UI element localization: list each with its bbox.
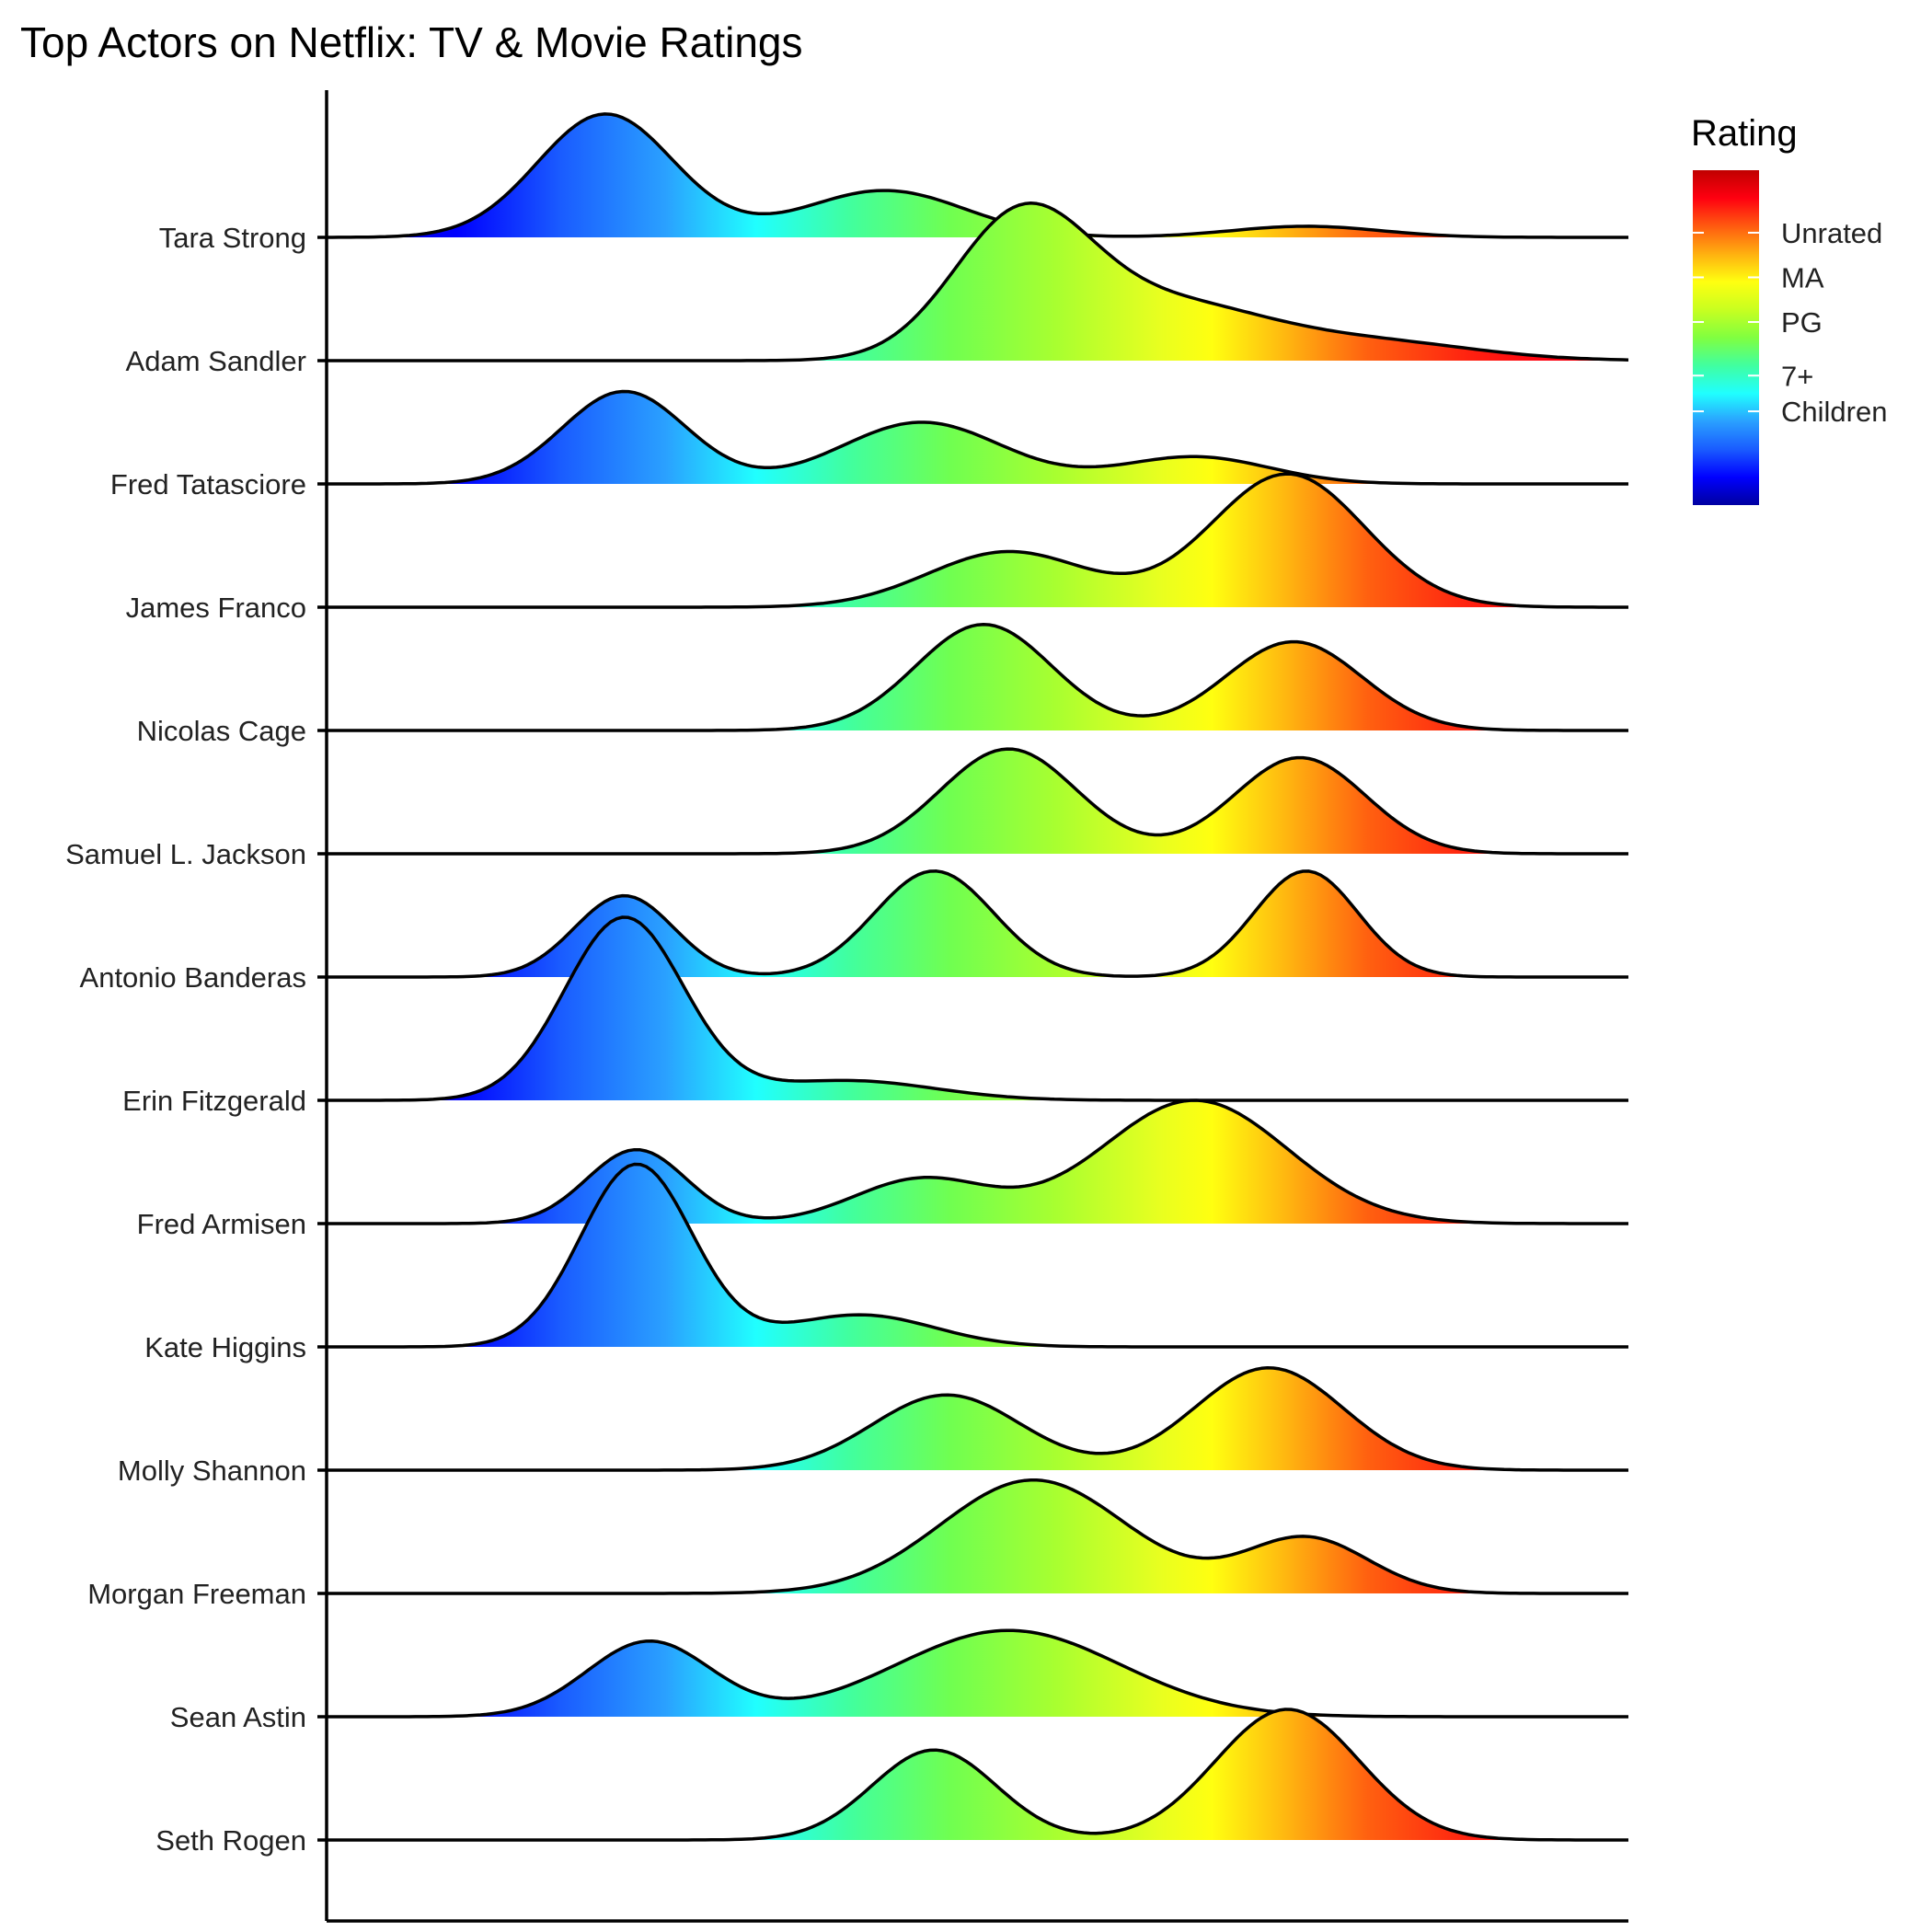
ridge-fill — [327, 1630, 1628, 1717]
ridge-outline — [327, 747, 1628, 856]
legend-label: 7+ — [1781, 360, 1813, 392]
y-tick-label: Erin Fitzgerald — [122, 1085, 306, 1117]
y-tick-label: Kate Higgins — [144, 1331, 306, 1363]
y-tick-label: Samuel L. Jackson — [65, 838, 306, 870]
y-tick-label: Nicolas Cage — [137, 715, 306, 747]
ridge-outline — [327, 915, 1628, 1102]
ridge-outline — [327, 1098, 1628, 1225]
ridge-fill — [327, 1479, 1628, 1593]
legend-label: Unrated — [1781, 217, 1882, 249]
y-axis-labels: Tara Strong Adam Sandler Fred Tatasciore Ja… — [65, 222, 327, 1857]
ridge-fill — [327, 113, 1628, 238]
ridge-outline — [327, 1628, 1628, 1719]
ridge-outline — [327, 1708, 1628, 1842]
y-tick-label: Fred Armisen — [137, 1208, 306, 1240]
ridge-outline — [327, 201, 1629, 362]
y-tick-label: Adam Sandler — [126, 345, 306, 377]
ridges-layer — [327, 112, 1629, 1842]
ridge-fill — [327, 1164, 1628, 1347]
ridge-fill — [327, 391, 1628, 484]
legend-colorbar — [1693, 170, 1759, 505]
legend-title: Rating — [1691, 113, 1798, 154]
color-legend: Rating Unrated MA PG 7+ Children — [1691, 113, 1887, 505]
y-tick-label: Sean Astin — [170, 1701, 306, 1733]
y-tick-label: Seth Rogen — [155, 1824, 306, 1857]
ridge-outline — [327, 1478, 1628, 1595]
ridge-fill — [327, 624, 1628, 730]
ridge-fill — [327, 749, 1628, 854]
y-tick-label: Morgan Freeman — [87, 1578, 306, 1610]
ridge-fill — [327, 917, 1628, 1100]
legend-label: PG — [1781, 306, 1823, 339]
y-tick-label: James Franco — [126, 592, 306, 624]
y-tick-label: Molly Shannon — [118, 1455, 306, 1487]
y-tick-label: Antonio Banderas — [80, 961, 306, 994]
ridge-fill — [327, 1709, 1628, 1840]
chart-title: Top Actors on Netflix: TV & Movie Rating… — [20, 18, 803, 66]
ridge-outline — [327, 1162, 1628, 1349]
ridge-outline — [327, 112, 1628, 239]
y-tick-label: Tara Strong — [159, 222, 306, 254]
ridge-fill — [327, 202, 1628, 361]
ridge-fill — [327, 474, 1628, 607]
ridge-fill — [327, 1100, 1628, 1224]
ridge-fill — [327, 870, 1628, 977]
ridge-outline — [327, 389, 1628, 486]
ridge-outline — [327, 472, 1628, 609]
legend-ticks: Unrated MA PG 7+ Children — [1693, 217, 1887, 428]
ridge-outline — [327, 869, 1628, 979]
legend-label: Children — [1781, 396, 1887, 428]
ridge-outline — [327, 1366, 1628, 1472]
ridge-fill — [327, 1367, 1628, 1470]
ridge-outline — [327, 623, 1628, 732]
legend-label: MA — [1781, 261, 1824, 293]
y-tick-label: Fred Tatasciore — [110, 468, 306, 500]
